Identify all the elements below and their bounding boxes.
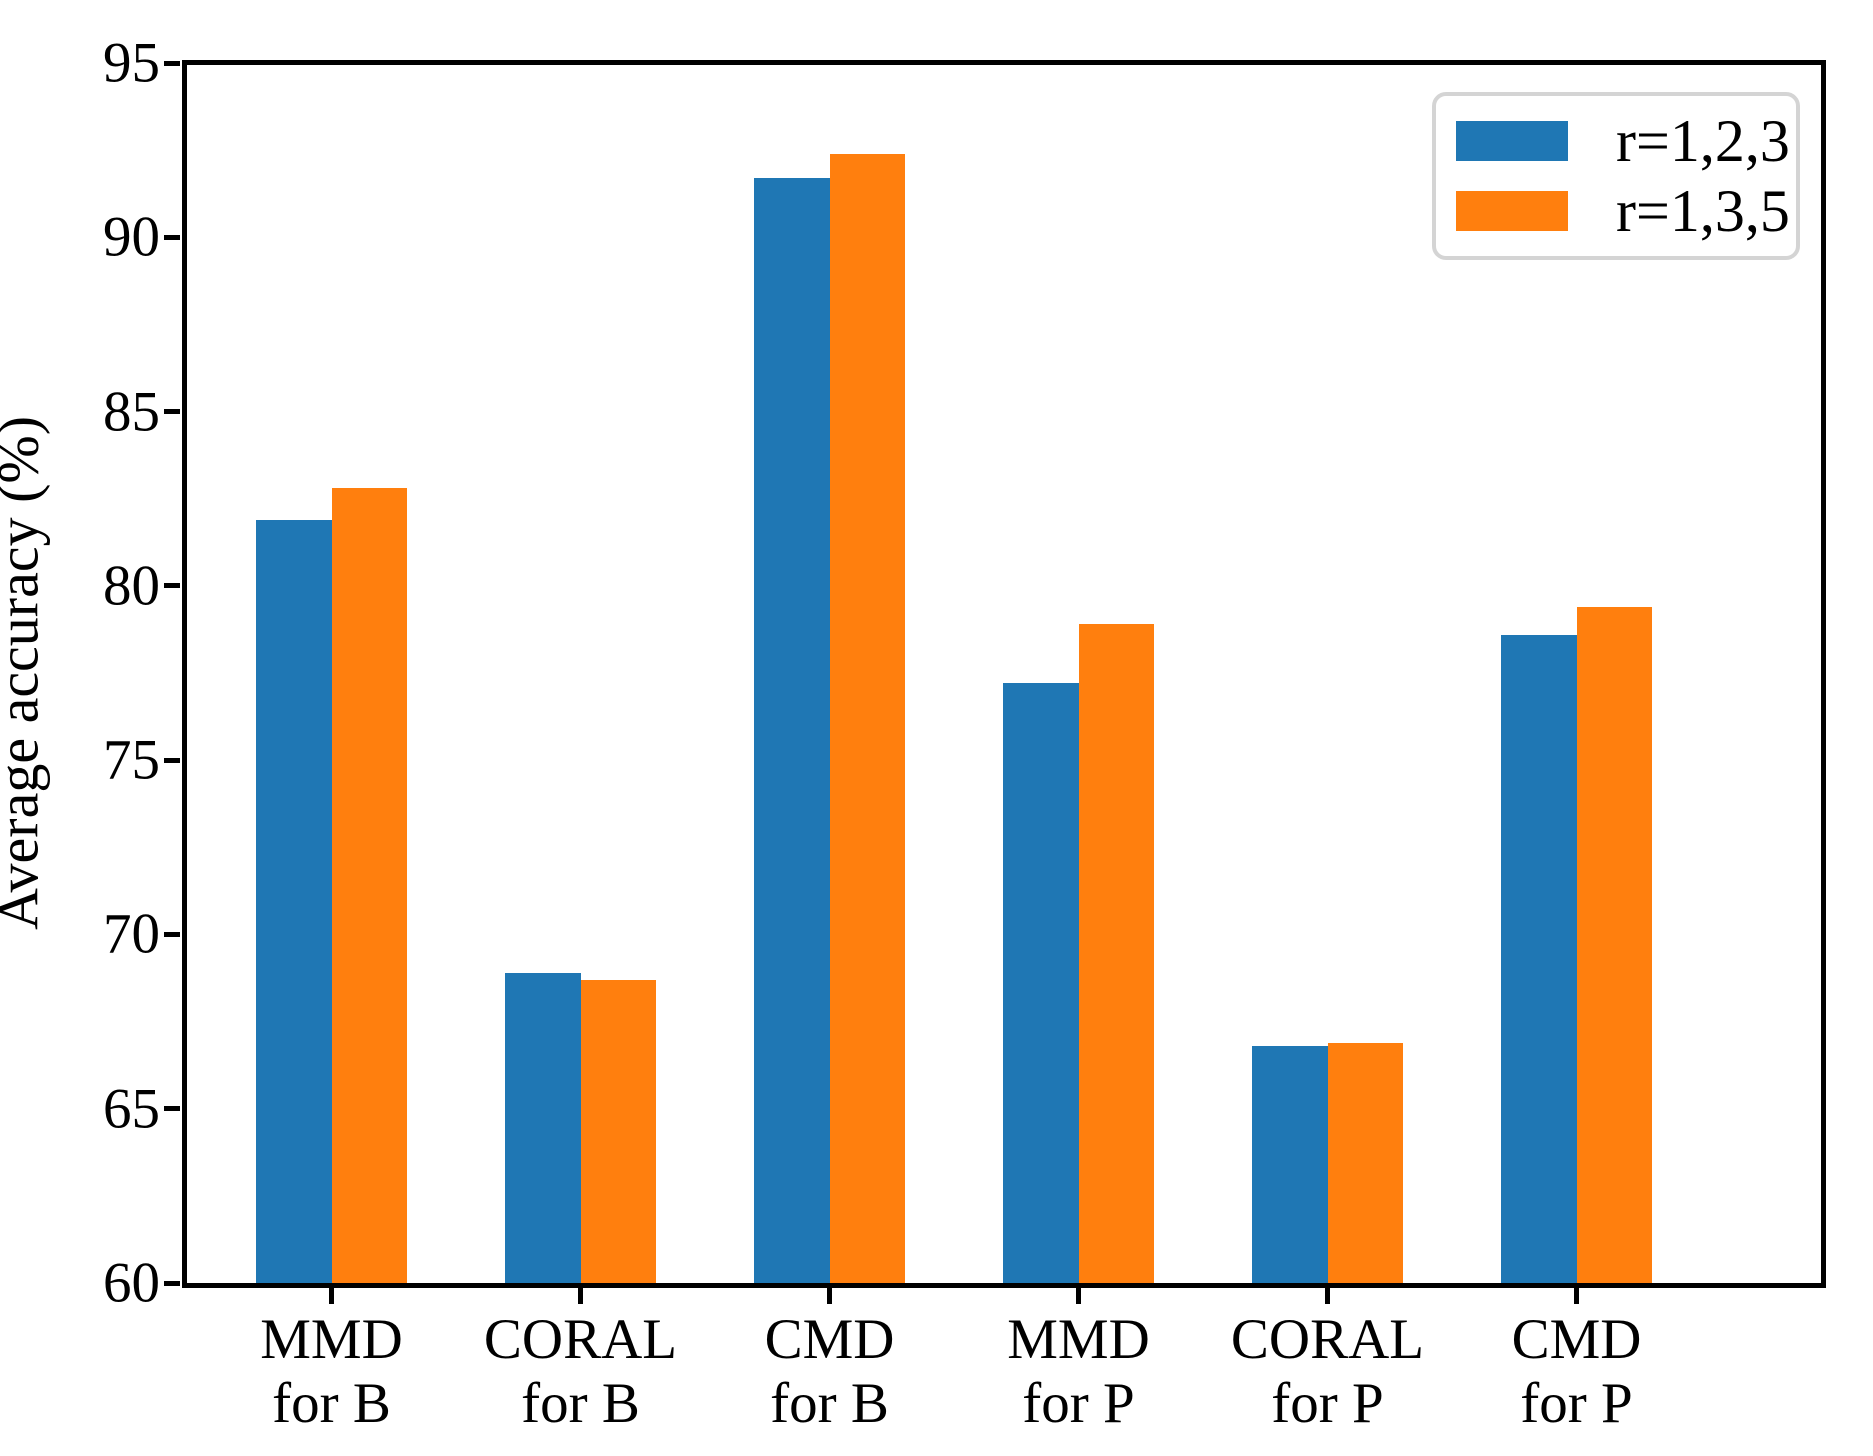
x-tick-label-line: for P bbox=[1022, 1371, 1135, 1435]
x-tick-label-line: MMD bbox=[1007, 1308, 1150, 1371]
y-tick-mark bbox=[164, 1106, 180, 1112]
x-tick-mark bbox=[1574, 1288, 1579, 1304]
y-tick-label: 75 bbox=[103, 728, 160, 792]
bar-r-1-3-5-group-4 bbox=[1327, 1042, 1403, 1283]
y-tick-label: 90 bbox=[103, 205, 160, 269]
x-tick-label-line: for P bbox=[1520, 1371, 1633, 1435]
x-tick-mark bbox=[329, 1288, 334, 1304]
legend-swatch bbox=[1456, 121, 1568, 162]
x-tick-label-line: CMD bbox=[1511, 1308, 1642, 1371]
y-axis-title: Average accuracy (%) bbox=[0, 415, 51, 931]
x-tick-label-line: CORAL bbox=[483, 1308, 678, 1371]
x-tick-label: CMD for P bbox=[1427, 1308, 1727, 1436]
legend: r=1,2,3 r=1,3,5 bbox=[1432, 92, 1800, 260]
plot-area bbox=[185, 63, 1823, 1283]
x-tick-label-line: for B bbox=[770, 1371, 889, 1435]
legend-label: r=1,3,5 bbox=[1616, 177, 1790, 244]
y-tick-mark bbox=[164, 60, 180, 66]
y-tick-label: 85 bbox=[103, 380, 160, 444]
bar-r-1-2-3-group-1 bbox=[505, 972, 581, 1283]
bar-r-1-3-5-group-2 bbox=[829, 153, 905, 1283]
x-tick-label-line: for B bbox=[272, 1371, 391, 1435]
y-tick-mark bbox=[164, 1280, 180, 1286]
x-tick-label: MMD for B bbox=[182, 1308, 482, 1436]
bar-r-1-3-5-group-3 bbox=[1078, 624, 1154, 1283]
bar-r-1-3-5-group-1 bbox=[580, 979, 656, 1283]
y-tick-label: 70 bbox=[103, 902, 160, 966]
x-tick-mark bbox=[578, 1288, 583, 1304]
x-tick-label: CORAL for B bbox=[431, 1308, 731, 1436]
bar-r-1-2-3-group-2 bbox=[754, 178, 830, 1283]
x-tick-label-line: CMD bbox=[764, 1308, 895, 1371]
x-tick-mark bbox=[1325, 1288, 1330, 1304]
y-tick-label: 60 bbox=[103, 1251, 160, 1315]
x-tick-label-line: for P bbox=[1271, 1371, 1384, 1435]
y-tick-mark bbox=[164, 409, 180, 415]
y-tick-label: 80 bbox=[103, 554, 160, 618]
y-tick-label: 95 bbox=[103, 31, 160, 95]
bar-r-1-2-3-group-3 bbox=[1003, 683, 1079, 1283]
legend-label: r=1,2,3 bbox=[1616, 108, 1790, 175]
y-tick-label: 65 bbox=[103, 1077, 160, 1141]
y-tick-mark bbox=[164, 583, 180, 589]
x-tick-label-line: MMD bbox=[260, 1308, 403, 1371]
bar-r-1-2-3-group-0 bbox=[256, 519, 332, 1283]
y-tick-mark bbox=[164, 757, 180, 763]
bar-r-1-2-3-group-5 bbox=[1501, 634, 1577, 1283]
x-tick-mark bbox=[1076, 1288, 1081, 1304]
x-tick-label: MMD for P bbox=[929, 1308, 1229, 1436]
bar-r-1-3-5-group-0 bbox=[331, 488, 407, 1283]
x-tick-label: CORAL for P bbox=[1178, 1308, 1478, 1436]
y-tick-mark bbox=[164, 234, 180, 240]
x-tick-label-line: CORAL bbox=[1230, 1308, 1425, 1371]
legend-swatch bbox=[1456, 190, 1568, 231]
bar-r-1-2-3-group-4 bbox=[1252, 1045, 1328, 1283]
y-tick-mark bbox=[164, 931, 180, 937]
x-tick-label: CMD for B bbox=[680, 1308, 980, 1436]
legend-entry: r=1,2,3 bbox=[1456, 111, 1796, 171]
legend-entry: r=1,3,5 bbox=[1456, 181, 1796, 241]
x-tick-mark bbox=[827, 1288, 832, 1304]
bar-r-1-3-5-group-5 bbox=[1576, 606, 1652, 1283]
x-tick-label-line: for B bbox=[521, 1371, 640, 1435]
